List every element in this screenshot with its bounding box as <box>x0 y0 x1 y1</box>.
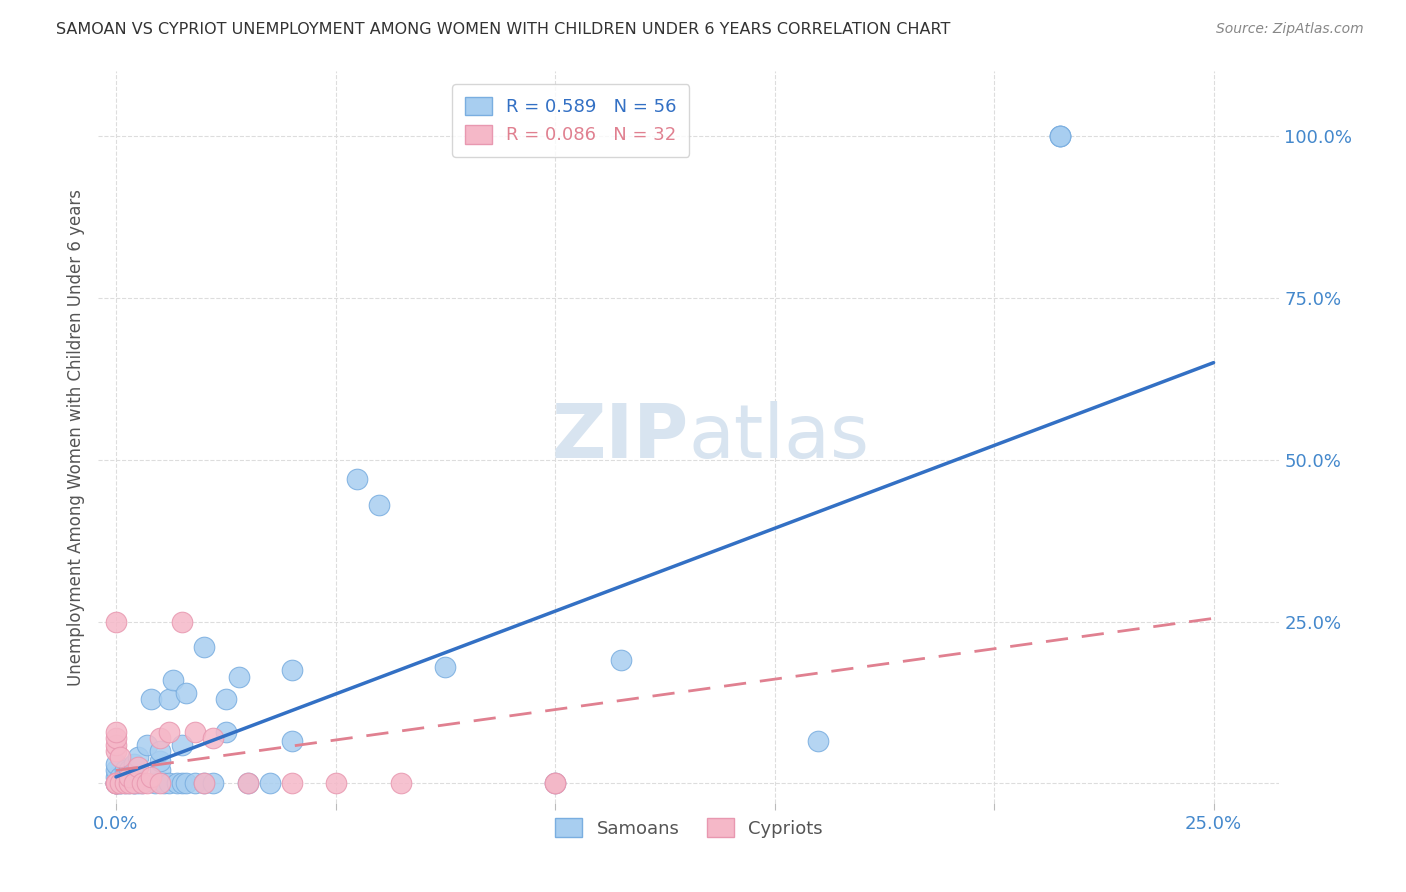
Point <box>104 615 127 629</box>
Point <box>149 744 172 758</box>
Point <box>149 776 172 790</box>
Point <box>118 776 141 790</box>
Point <box>127 760 149 774</box>
Point <box>145 776 167 790</box>
Point <box>236 776 259 790</box>
Point <box>127 776 149 790</box>
Point <box>215 692 238 706</box>
Point <box>114 764 136 778</box>
Point <box>122 776 145 790</box>
Text: ZIP: ZIP <box>551 401 689 474</box>
Point <box>544 776 567 790</box>
Point <box>149 731 172 745</box>
Point <box>110 776 132 790</box>
Point <box>104 756 127 771</box>
Y-axis label: Unemployment Among Women with Children Under 6 years: Unemployment Among Women with Children U… <box>67 188 86 686</box>
Point <box>1049 129 1071 144</box>
Point <box>110 776 132 790</box>
Point <box>184 776 207 790</box>
Point <box>118 770 141 784</box>
Point <box>280 776 302 790</box>
Point <box>114 776 136 790</box>
Point <box>544 776 567 790</box>
Point <box>166 776 188 790</box>
Point <box>434 660 457 674</box>
Point <box>118 764 141 778</box>
Point <box>104 776 127 790</box>
Point <box>170 615 193 629</box>
Point <box>139 692 162 706</box>
Point <box>259 776 281 790</box>
Point <box>280 734 302 748</box>
Point <box>104 776 127 790</box>
Point <box>114 776 136 790</box>
Point <box>184 724 207 739</box>
Point <box>1049 129 1071 144</box>
Point <box>139 770 162 784</box>
Point <box>122 776 145 790</box>
Point <box>110 776 132 790</box>
Point <box>193 640 215 655</box>
Text: SAMOAN VS CYPRIOT UNEMPLOYMENT AMONG WOMEN WITH CHILDREN UNDER 6 YEARS CORRELATI: SAMOAN VS CYPRIOT UNEMPLOYMENT AMONG WOM… <box>56 22 950 37</box>
Point <box>193 776 215 790</box>
Point <box>135 738 157 752</box>
Point <box>193 776 215 790</box>
Point <box>228 669 250 683</box>
Point <box>174 686 197 700</box>
Point <box>157 692 180 706</box>
Point <box>325 776 347 790</box>
Legend: Samoans, Cypriots: Samoans, Cypriots <box>548 811 830 845</box>
Point <box>807 734 830 748</box>
Point <box>131 776 153 790</box>
Point <box>157 724 180 739</box>
Point <box>110 750 132 764</box>
Point <box>135 776 157 790</box>
Text: Source: ZipAtlas.com: Source: ZipAtlas.com <box>1216 22 1364 37</box>
Point <box>162 673 184 687</box>
Point <box>104 764 127 778</box>
Point <box>104 776 127 790</box>
Point <box>236 776 259 790</box>
Point <box>157 776 180 790</box>
Point <box>149 754 172 768</box>
Point <box>104 776 127 790</box>
Point <box>610 653 633 667</box>
Point <box>201 731 224 745</box>
Point <box>170 738 193 752</box>
Point <box>114 770 136 784</box>
Point <box>280 663 302 677</box>
Text: atlas: atlas <box>689 401 870 474</box>
Point <box>104 738 127 752</box>
Point <box>118 770 141 784</box>
Point <box>174 776 197 790</box>
Point <box>118 776 141 790</box>
Point <box>389 776 412 790</box>
Point <box>104 776 127 790</box>
Point <box>1049 129 1071 144</box>
Point <box>170 776 193 790</box>
Point <box>544 776 567 790</box>
Point <box>215 724 238 739</box>
Point <box>368 498 391 512</box>
Point <box>131 776 153 790</box>
Point <box>104 724 127 739</box>
Point <box>346 472 368 486</box>
Point <box>104 744 127 758</box>
Point <box>104 731 127 745</box>
Point <box>149 764 172 778</box>
Point <box>104 770 127 784</box>
Point <box>122 776 145 790</box>
Point <box>201 776 224 790</box>
Point <box>104 776 127 790</box>
Point <box>122 756 145 771</box>
Point <box>104 776 127 790</box>
Point <box>153 776 176 790</box>
Point <box>127 750 149 764</box>
Point <box>110 770 132 784</box>
